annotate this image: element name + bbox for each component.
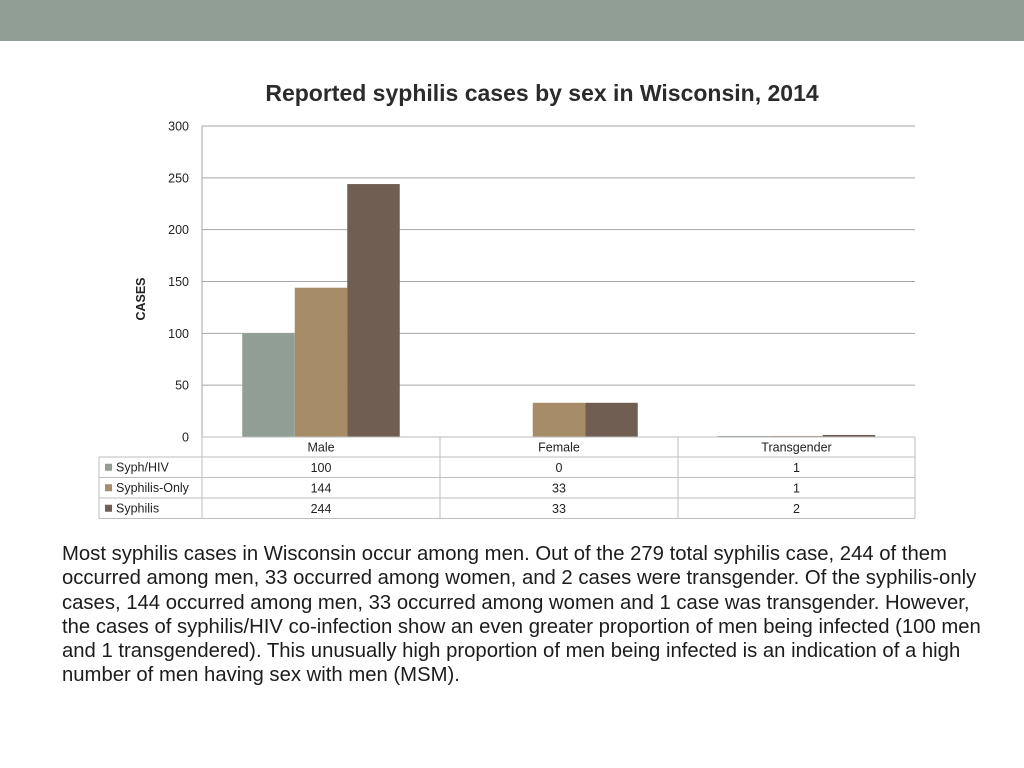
bar <box>242 333 295 437</box>
legend-swatch <box>105 504 112 512</box>
bar <box>585 402 638 437</box>
table-cell-value: 33 <box>552 481 566 495</box>
series-label: Syph/HIV <box>116 460 169 474</box>
category-label: Female <box>538 441 580 455</box>
legend-swatch <box>105 484 112 492</box>
table-cell-value: 1 <box>793 481 800 495</box>
top-banner <box>0 0 1024 41</box>
legend-swatch <box>105 463 112 471</box>
y-axis-label: CASES <box>134 277 148 320</box>
y-tick-label: 200 <box>168 223 189 237</box>
table-cell-value: 33 <box>552 502 566 516</box>
bar <box>822 434 876 437</box>
table-cell-value: 2 <box>793 502 800 516</box>
chart-title: Reported syphilis cases by sex in Wiscon… <box>265 80 819 106</box>
table-cell-value: 244 <box>311 502 332 516</box>
bar <box>347 184 400 437</box>
y-tick-label: 150 <box>168 275 189 289</box>
table-cell-value: 144 <box>311 481 332 495</box>
series-label: Syphilis <box>116 501 159 515</box>
series-label: Syphilis-Only <box>116 481 190 495</box>
table-cell-value: 100 <box>311 461 332 475</box>
category-label: Transgender <box>761 441 831 455</box>
y-tick-label: 250 <box>168 171 189 185</box>
bar <box>294 287 348 437</box>
y-tick-label: 100 <box>168 327 189 341</box>
y-tick-label: 0 <box>182 431 189 445</box>
y-tick-label: 50 <box>175 379 189 393</box>
description-paragraph: Most syphilis cases in Wisconsin occur a… <box>62 543 981 687</box>
category-label: Male <box>307 441 334 455</box>
y-tick-label: 300 <box>168 120 189 134</box>
bar <box>532 402 586 437</box>
table-cell-value: 0 <box>556 461 563 475</box>
bar <box>717 435 771 437</box>
table-cell-value: 1 <box>793 461 800 475</box>
bar <box>770 435 823 437</box>
bar-chart: 0 50 100 150 200 250 300 CASES Male Female Transge… <box>98 120 916 519</box>
